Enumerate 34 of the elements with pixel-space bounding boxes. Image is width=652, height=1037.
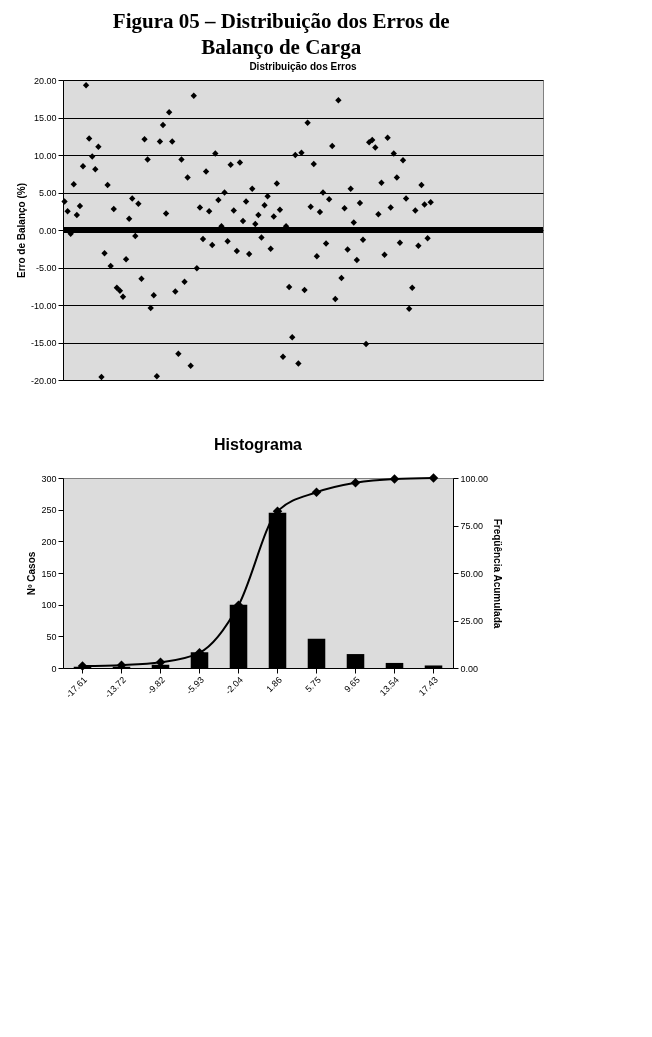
y-tick-label: 50 (46, 631, 57, 642)
y-tick-label: -20.00 (30, 375, 57, 386)
y-tick-label: 5.00 (38, 188, 57, 198)
point (428, 473, 439, 483)
y2-tick-label: 50.00 (460, 568, 484, 579)
y-tick-label: 200 (41, 536, 57, 547)
y2-axis-title: Freqüência Acumulada (492, 518, 504, 629)
y2-tick-label: 0.00 (460, 663, 479, 674)
y-tick-label: -10.00 (30, 300, 57, 311)
point (389, 474, 400, 484)
y-tick-label: 250 (41, 505, 57, 516)
point (77, 661, 88, 671)
y-axis-title: Erro de Balanço (%) (15, 182, 27, 279)
y-tick-label: 150 (41, 568, 57, 579)
x-tick-label: 1.86 (264, 674, 284, 695)
y-tick-label: -15.00 (30, 338, 57, 348)
y-tick-label: 0 (51, 663, 57, 674)
chart-subtitle: Distribuição dos Erros (249, 61, 358, 72)
chart-title: Histograma (213, 436, 303, 454)
y-tick-label: 10.00 (33, 150, 57, 161)
y-tick-label: 15.00 (33, 113, 57, 123)
point (350, 478, 361, 488)
y-axis-title: Nº Casos (26, 551, 38, 596)
y-tick-label: 100 (41, 600, 57, 611)
chart-title: Figura 05 – Distribuição dos Erros de Balanço de Carga (112, 8, 450, 59)
y-tick-label: 20.00 (33, 75, 57, 86)
y2-tick-label: 75.00 (460, 521, 484, 531)
y-tick-label: 0.00 (38, 225, 57, 236)
y-tick-label: -5.00 (35, 263, 57, 273)
point (116, 660, 127, 670)
point (311, 487, 322, 497)
y2-tick-label: 100.00 (460, 473, 489, 484)
y-tick-label: 300 (41, 473, 57, 484)
y2-tick-label: 25.00 (460, 616, 484, 626)
